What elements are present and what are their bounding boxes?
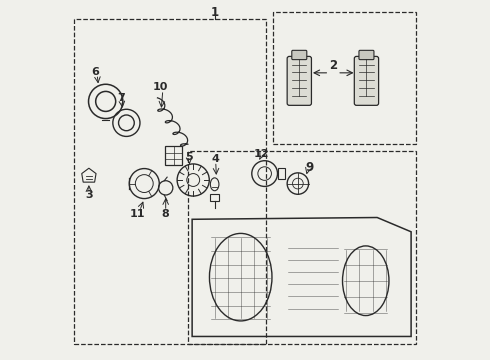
Text: 11: 11: [130, 209, 146, 219]
Text: 1: 1: [211, 6, 219, 19]
Bar: [165, 147, 182, 165]
FancyBboxPatch shape: [359, 50, 374, 60]
Text: 8: 8: [162, 209, 170, 219]
FancyBboxPatch shape: [292, 50, 307, 60]
Text: 9: 9: [305, 161, 314, 174]
Text: 4: 4: [212, 154, 220, 163]
Text: 7: 7: [117, 93, 124, 103]
Text: 5: 5: [185, 153, 193, 162]
Text: 3: 3: [85, 190, 93, 200]
Text: 6: 6: [91, 67, 99, 77]
Text: 2: 2: [329, 59, 337, 72]
Bar: [277, 168, 285, 179]
Text: 12: 12: [253, 149, 269, 159]
FancyBboxPatch shape: [354, 57, 379, 105]
Bar: [210, 194, 219, 202]
FancyBboxPatch shape: [287, 57, 312, 105]
Text: 10: 10: [152, 82, 168, 92]
